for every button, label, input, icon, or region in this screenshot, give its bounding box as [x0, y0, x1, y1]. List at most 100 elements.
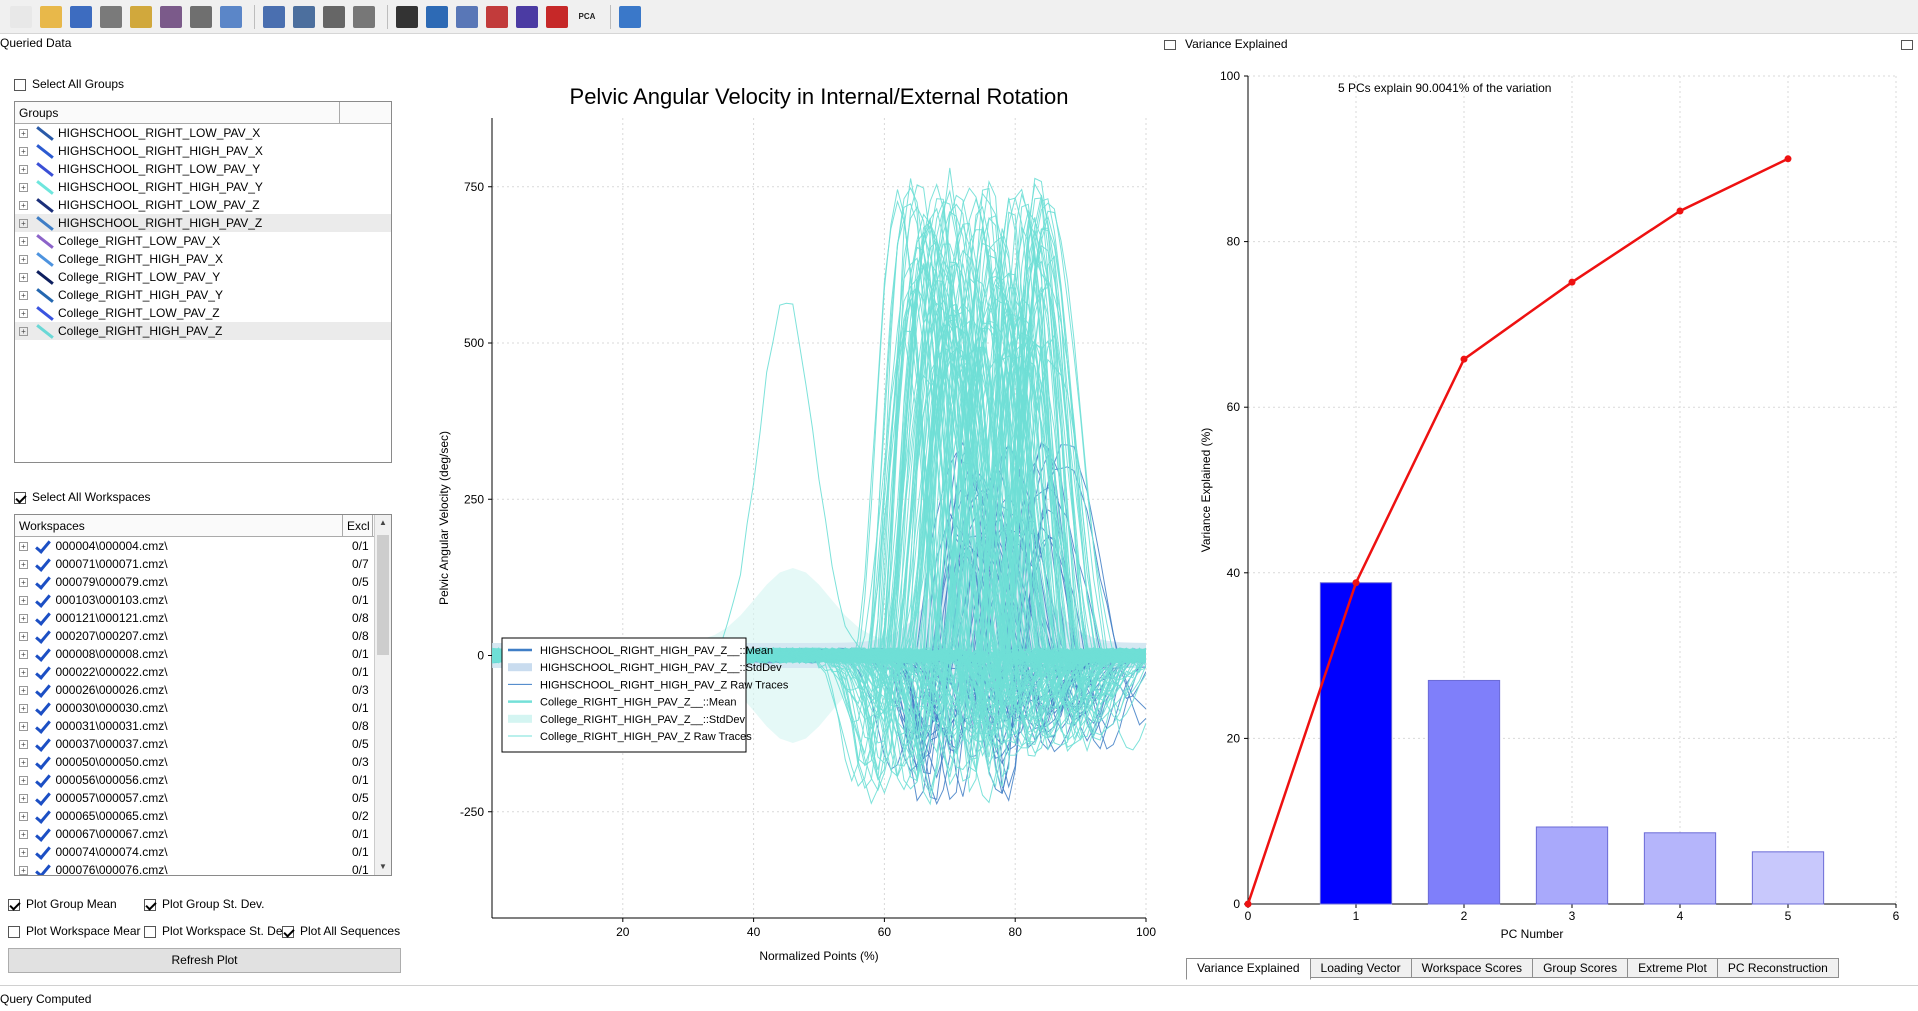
excl-column-header[interactable]: Excl [343, 515, 373, 536]
plot-workspace-mean-checkbox[interactable] [8, 925, 20, 938]
groups-column-header[interactable]: Groups [15, 102, 340, 123]
group-row[interactable]: + College_RIGHT_HIGH_PAV_X [15, 250, 391, 268]
expand-icon[interactable]: + [19, 829, 28, 839]
expand-icon[interactable]: + [19, 164, 28, 174]
plot-group-std-option[interactable]: Plot Group St. Dev. [144, 897, 265, 911]
checkmark-icon[interactable] [34, 682, 50, 698]
workspace-row[interactable]: +000026\000026.cmz\ 0/3 [15, 681, 391, 699]
scroll-down-icon[interactable]: ▼ [379, 862, 387, 871]
workspace-row[interactable]: +000057\000057.cmz\ 0/5 [15, 789, 391, 807]
expand-icon[interactable]: + [19, 290, 28, 300]
workspace-row[interactable]: +000074\000074.cmz\ 0/1 [15, 843, 391, 861]
checkmark-icon[interactable] [34, 556, 50, 572]
open-folder-icon[interactable] [38, 4, 64, 30]
workspace-row[interactable]: +000065\000065.cmz\ 0/2 [15, 807, 391, 825]
plot-workspace-std-option[interactable]: Plot Workspace St. De [144, 924, 283, 938]
expand-icon[interactable]: + [19, 200, 28, 210]
expand-icon[interactable]: + [19, 182, 28, 192]
workspace-row[interactable]: +000022\000022.cmz\ 0/1 [15, 663, 391, 681]
checkmark-icon[interactable] [34, 538, 50, 554]
expand-icon[interactable]: + [19, 146, 28, 156]
expand-icon[interactable]: + [19, 847, 28, 857]
group-row[interactable]: + College_RIGHT_LOW_PAV_Z [15, 304, 391, 322]
export-icon[interactable] [188, 4, 214, 30]
runner-icon[interactable] [394, 4, 420, 30]
checkmark-icon[interactable] [34, 700, 50, 716]
expand-icon[interactable]: + [19, 236, 28, 246]
expand-icon[interactable]: + [19, 272, 28, 282]
expand-icon[interactable]: + [19, 613, 28, 623]
curve-icon[interactable] [351, 4, 377, 30]
checkmark-icon[interactable] [34, 790, 50, 806]
pca-icon[interactable]: PCA [574, 4, 600, 30]
select-all-groups[interactable]: Select All Groups [14, 77, 124, 91]
checkmark-icon[interactable] [34, 664, 50, 680]
expand-icon[interactable]: + [19, 721, 28, 731]
group-row[interactable]: + College_RIGHT_HIGH_PAV_Y [15, 286, 391, 304]
tab-pc-reconstruction[interactable]: PC Reconstruction [1716, 958, 1839, 978]
workspace-row[interactable]: +000004\000004.cmz\ 0/1 [15, 537, 391, 555]
expand-icon[interactable]: + [19, 649, 28, 659]
expand-icon[interactable]: + [19, 757, 28, 767]
ruler-icon[interactable] [128, 4, 154, 30]
checkmark-icon[interactable] [34, 592, 50, 608]
workspace-row[interactable]: +000067\000067.cmz\ 0/1 [15, 825, 391, 843]
checkmark-icon[interactable] [34, 718, 50, 734]
expand-icon[interactable]: + [19, 577, 28, 587]
workspace-row[interactable]: +000031\000031.cmz\ 0/8 [15, 717, 391, 735]
checkmark-icon[interactable] [34, 772, 50, 788]
checkmark-icon[interactable] [34, 844, 50, 860]
select-all-workspaces[interactable]: Select All Workspaces [14, 490, 151, 504]
movie-icon[interactable] [424, 4, 450, 30]
plot-group-mean-option[interactable]: Plot Group Mean [8, 897, 117, 911]
plot-all-sequences-option[interactable]: Plot All Sequences [282, 924, 400, 938]
group-row[interactable]: + HIGHSCHOOL_RIGHT_HIGH_PAV_Y [15, 178, 391, 196]
expand-icon[interactable]: + [19, 559, 28, 569]
workspace-row[interactable]: +000079\000079.cmz\ 0/5 [15, 573, 391, 591]
expand-icon[interactable]: + [19, 865, 28, 875]
crosshair-icon[interactable] [484, 4, 510, 30]
scroll-up-icon[interactable]: ▲ [379, 518, 387, 527]
expand-icon[interactable]: + [19, 793, 28, 803]
signal-icon[interactable] [454, 4, 480, 30]
no-entry-icon[interactable] [544, 4, 570, 30]
checkmark-icon[interactable] [34, 736, 50, 752]
checkmark-icon[interactable] [34, 610, 50, 626]
select-all-workspaces-checkbox[interactable] [14, 491, 26, 504]
group-row[interactable]: + HIGHSCHOOL_RIGHT_LOW_PAV_Z [15, 196, 391, 214]
checkmark-icon[interactable] [34, 754, 50, 770]
tab-group-scores[interactable]: Group Scores [1532, 958, 1629, 978]
expand-icon[interactable]: + [19, 595, 28, 605]
expand-icon[interactable]: + [19, 541, 28, 551]
tab-extreme-plot[interactable]: Extreme Plot [1627, 958, 1718, 978]
checkmark-icon[interactable] [34, 862, 50, 875]
workspace-row[interactable]: +000076\000076.cmz\ 0/1 [15, 861, 391, 875]
expand-icon[interactable]: + [19, 326, 28, 336]
new-file-icon[interactable] [8, 4, 34, 30]
workspace-row[interactable]: +000103\000103.cmz\ 0/1 [15, 591, 391, 609]
expand-icon[interactable]: + [19, 775, 28, 785]
group-row[interactable]: + HIGHSCHOOL_RIGHT_HIGH_PAV_X [15, 142, 391, 160]
groups-list[interactable]: Groups + HIGHSCHOOL_RIGHT_LOW_PAV_X + HIGHS… [14, 101, 392, 463]
expand-icon[interactable]: + [19, 254, 28, 264]
window-icon[interactable] [218, 4, 244, 30]
workspace-row[interactable]: +000056\000056.cmz\ 0/1 [15, 771, 391, 789]
workspace-row[interactable]: +000207\000207.cmz\ 0/8 [15, 627, 391, 645]
workspace-row[interactable]: +000030\000030.cmz\ 0/1 [15, 699, 391, 717]
workspaces-list[interactable]: Workspaces Excl +000004\000004.cmz\ 0/1 +0… [14, 514, 392, 876]
group-row[interactable]: + HIGHSCHOOL_RIGHT_HIGH_PAV_Z [15, 214, 391, 232]
workspace-row[interactable]: +000121\000121.cmz\ 0/8 [15, 609, 391, 627]
checkmark-icon[interactable] [34, 628, 50, 644]
workspace-row[interactable]: +000050\000050.cmz\ 0/3 [15, 753, 391, 771]
tab-variance-explained[interactable]: Variance Explained [1186, 958, 1311, 980]
help-icon[interactable] [617, 4, 643, 30]
plot-group-mean-checkbox[interactable] [8, 898, 20, 911]
save-as-icon[interactable] [98, 4, 124, 30]
plot-workspace-std-checkbox[interactable] [144, 925, 156, 938]
save-data-icon[interactable] [291, 4, 317, 30]
tab-loading-vector[interactable]: Loading Vector [1309, 958, 1412, 978]
checkmark-icon[interactable] [34, 808, 50, 824]
bell-curve-icon[interactable] [514, 4, 540, 30]
plot-workspace-mean-option[interactable]: Plot Workspace Mear [8, 924, 141, 938]
group-row[interactable]: + College_RIGHT_LOW_PAV_X [15, 232, 391, 250]
